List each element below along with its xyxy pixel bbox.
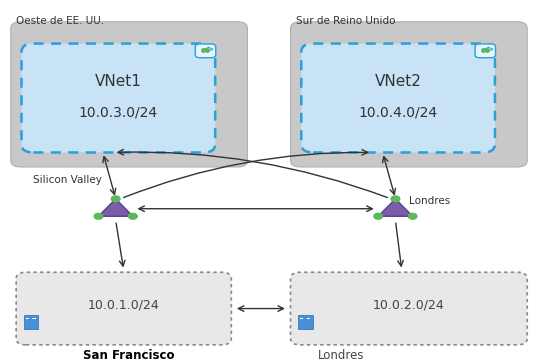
Text: VNet1: VNet1 <box>95 74 142 89</box>
Text: >: > <box>206 46 214 54</box>
Circle shape <box>129 213 137 219</box>
FancyBboxPatch shape <box>301 44 495 152</box>
Text: San Francisco: San Francisco <box>83 349 175 362</box>
Text: Sur de Reino Unido: Sur de Reino Unido <box>296 16 395 26</box>
Polygon shape <box>378 199 413 216</box>
FancyBboxPatch shape <box>24 315 38 329</box>
Text: >: > <box>486 46 493 54</box>
Circle shape <box>408 213 417 219</box>
Text: 10.0.4.0/24: 10.0.4.0/24 <box>358 106 438 119</box>
Text: <: < <box>202 46 209 54</box>
Circle shape <box>111 196 120 202</box>
FancyBboxPatch shape <box>299 315 313 329</box>
FancyBboxPatch shape <box>22 44 215 152</box>
Text: Oeste de EE. UU.: Oeste de EE. UU. <box>16 16 104 26</box>
FancyBboxPatch shape <box>195 44 216 58</box>
Text: 10.0.1.0/24: 10.0.1.0/24 <box>88 298 160 311</box>
Circle shape <box>374 213 383 219</box>
Text: Londres: Londres <box>409 196 450 207</box>
Circle shape <box>391 196 400 202</box>
Polygon shape <box>98 199 133 216</box>
FancyBboxPatch shape <box>475 44 495 58</box>
FancyBboxPatch shape <box>11 22 247 167</box>
Text: 10.0.2.0/24: 10.0.2.0/24 <box>373 298 445 311</box>
Text: VNet2: VNet2 <box>374 74 422 89</box>
Text: 10.0.3.0/24: 10.0.3.0/24 <box>79 106 158 119</box>
FancyBboxPatch shape <box>291 272 527 345</box>
Text: Silicon Valley: Silicon Valley <box>33 175 102 185</box>
FancyBboxPatch shape <box>291 22 527 167</box>
Text: <: < <box>482 46 489 54</box>
Text: Londres: Londres <box>317 349 364 362</box>
FancyBboxPatch shape <box>16 272 231 345</box>
Circle shape <box>94 213 103 219</box>
